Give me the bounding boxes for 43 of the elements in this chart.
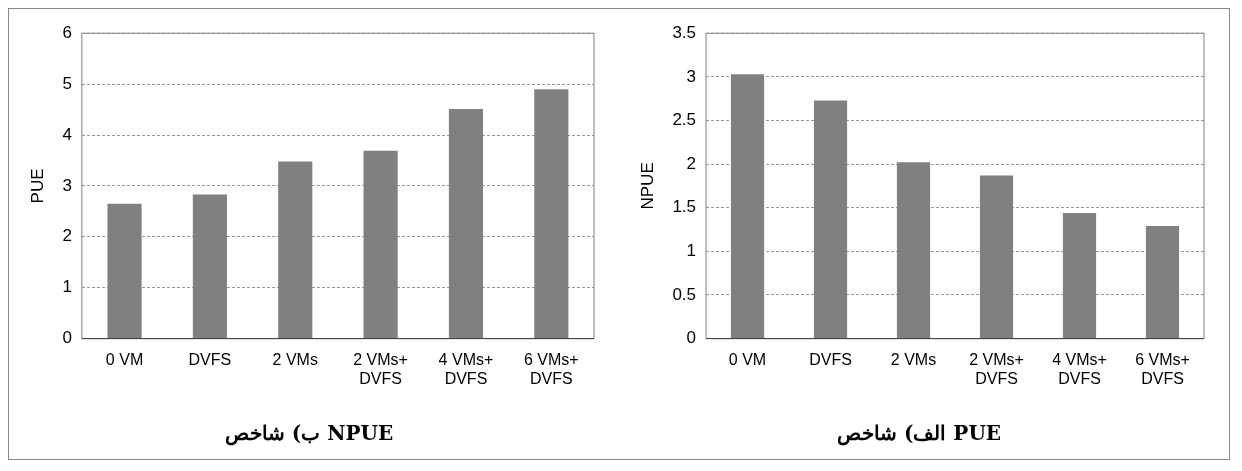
- bar: [813, 100, 848, 339]
- x-tick-label: 0 VM: [728, 350, 767, 368]
- y-tick-label: 0.5: [672, 284, 697, 304]
- bar: [534, 89, 569, 339]
- bar: [363, 150, 398, 339]
- y-axis-title: NPUE: [637, 162, 657, 210]
- x-tick-label: 6 VMs+ DVFS: [1135, 350, 1190, 387]
- x-tick-label: DVFS: [809, 350, 852, 368]
- bar: [107, 203, 142, 339]
- y-axis-title: PUE: [27, 168, 47, 204]
- y-tick-label: 0: [62, 328, 72, 348]
- x-tick-label: 2 VMs+ DVFS: [969, 350, 1024, 387]
- y-tick-label: 2.5: [672, 110, 697, 130]
- text: الف) شاخص PUE: [836, 421, 1002, 447]
- x-tick-label: 4 VMs+ DVFS: [1052, 350, 1107, 387]
- x-tick-label: 2 VMs: [890, 350, 937, 368]
- y-tick-label: 1: [62, 277, 72, 297]
- y-tick-label: 3.5: [672, 22, 697, 42]
- text: ب) شاخص NPUE: [224, 421, 394, 447]
- bar: [730, 74, 765, 339]
- x-tick-label: DVFS: [188, 350, 232, 368]
- y-tick-label: 1: [686, 241, 697, 261]
- y-tick-label: 3: [62, 175, 72, 195]
- x-tick-label: 4 VMs+ DVFS: [438, 350, 494, 387]
- bar: [448, 109, 484, 339]
- x-tick-label: 6 VMs+ DVFS: [523, 350, 579, 387]
- x-tick-label: 2 VMs+ DVFS: [353, 350, 408, 387]
- y-tick-label: 1.5: [672, 197, 697, 217]
- bar: [1062, 212, 1097, 339]
- bar: [979, 175, 1014, 339]
- y-tick-label: 2: [62, 226, 72, 246]
- y-tick-label: 3: [686, 66, 697, 86]
- bar: [896, 162, 931, 339]
- y-tick-label: 6: [62, 22, 72, 42]
- y-tick-label: 2: [686, 153, 697, 173]
- bar: [1145, 226, 1180, 339]
- y-tick-label: 4: [62, 124, 72, 144]
- x-tick-label: 0 VM: [105, 350, 144, 368]
- y-tick-label: 0: [686, 328, 697, 348]
- x-tick-label: 2 VMs: [272, 350, 318, 368]
- bar: [192, 194, 227, 339]
- bar: [278, 161, 313, 339]
- y-tick-label: 5: [62, 73, 72, 93]
